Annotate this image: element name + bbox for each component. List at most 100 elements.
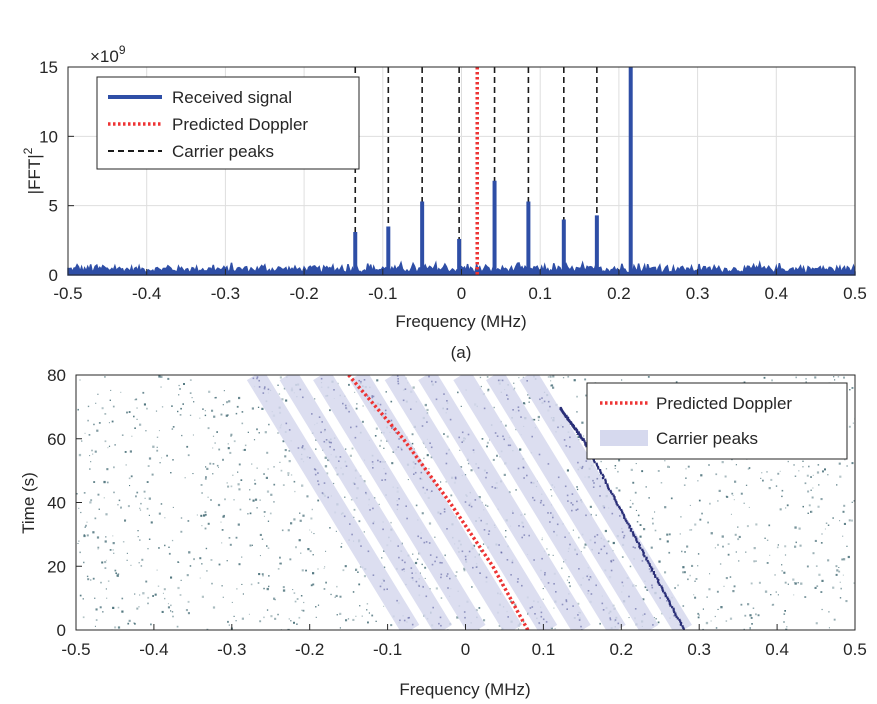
x-tick-label: 0 <box>461 640 470 659</box>
spectrogram-noise-pixel <box>748 467 751 469</box>
spectrogram-noise-pixel <box>282 589 286 592</box>
carrier-band-pixel <box>592 479 594 482</box>
spectrogram-noise-pixel <box>122 541 125 543</box>
spectrogram-noise-pixel <box>79 551 81 554</box>
carrier-band-pixel <box>256 377 258 380</box>
spectrogram-noise-pixel <box>839 520 841 522</box>
carrier-band-pixel <box>369 509 371 511</box>
carrier-band-pixel <box>384 409 387 412</box>
spectrogram-noise-pixel <box>746 525 749 528</box>
spectrogram-noise-pixel <box>238 488 241 491</box>
spectrogram-noise-pixel <box>96 536 100 539</box>
carrier-band-pixel <box>349 523 351 525</box>
carrier-band-pixel <box>541 397 543 399</box>
spectrogram-noise-pixel <box>820 498 823 501</box>
spectrogram-noise-pixel <box>383 605 385 607</box>
spectrogram-noise-pixel <box>706 596 708 598</box>
spectrogram-noise-pixel <box>411 442 414 445</box>
carrier-peak-band <box>418 375 591 630</box>
spectrogram-noise-pixel <box>238 563 241 566</box>
spectrogram-noise-pixel <box>133 415 135 418</box>
spectrogram-noise-pixel <box>225 414 228 417</box>
strong-carrier-track-pixel <box>641 548 644 551</box>
spectrogram-noise-pixel <box>849 389 851 391</box>
spectrogram-noise-pixel <box>200 484 203 486</box>
carrier-band-pixel <box>404 561 406 564</box>
spectrogram-noise-pixel <box>302 514 305 517</box>
spectrogram-noise-pixel <box>104 440 107 443</box>
spectrogram-noise-pixel <box>552 375 555 378</box>
spectrogram-noise-pixel <box>311 508 313 511</box>
spectrogram-noise-pixel <box>721 461 724 464</box>
carrier-band-pixel <box>494 432 497 434</box>
strong-carrier-track-pixel <box>629 529 632 532</box>
spectrogram-noise-pixel <box>217 503 221 507</box>
spectrogram-noise-pixel <box>848 425 851 428</box>
spectrogram-noise-pixel <box>568 581 570 584</box>
spectrogram-noise-pixel <box>717 500 719 502</box>
spectrogram-noise-pixel <box>816 471 820 474</box>
spectrogram-noise-pixel <box>256 507 258 509</box>
spectrogram-noise-pixel <box>834 379 836 381</box>
spectrogram-noise-pixel <box>695 578 698 580</box>
spectrogram-noise-pixel <box>282 440 285 443</box>
spectrogram-noise-pixel <box>326 472 329 475</box>
spectrogram-noise-pixel <box>833 618 836 621</box>
spectrogram-noise-pixel <box>152 595 154 597</box>
spectrogram-noise-pixel <box>105 513 108 516</box>
carrier-band-pixel <box>411 572 413 574</box>
spectrogram-noise-pixel <box>814 376 817 379</box>
spectrogram-noise-pixel <box>204 414 207 417</box>
carrier-band-pixel <box>463 611 466 613</box>
carrier-band-pixel <box>569 436 571 439</box>
spectrogram-noise-pixel <box>421 563 423 566</box>
spectrogram-noise-pixel <box>715 627 718 629</box>
spectrogram-noise-pixel <box>355 615 357 617</box>
y-tick-label: 60 <box>47 430 66 449</box>
carrier-band-pixel <box>491 486 494 488</box>
spectrogram-noise-pixel <box>212 473 214 475</box>
carrier-band-pixel <box>461 431 464 434</box>
spectrogram-noise-pixel <box>205 466 207 468</box>
spectrogram-noise-pixel <box>764 537 766 539</box>
spectrogram-noise-pixel <box>786 504 789 507</box>
spectrogram-noise-pixel <box>298 616 301 619</box>
spectrogram-noise-pixel <box>145 580 148 583</box>
spectrogram-noise-pixel <box>112 405 115 408</box>
carrier-band-pixel <box>390 419 393 422</box>
spectrogram-noise-pixel <box>207 522 210 525</box>
carrier-band-pixel <box>379 585 382 588</box>
carrier-band-pixel <box>549 405 551 408</box>
carrier-band-pixel <box>371 396 374 399</box>
spectrogram-noise-pixel <box>685 477 687 479</box>
carrier-band-pixel <box>501 379 504 382</box>
spectrogram-noise-pixel <box>839 581 841 583</box>
spectrogram-noise-pixel <box>339 627 341 629</box>
spectrogram-noise-pixel <box>251 463 253 465</box>
spectrogram-noise-pixel <box>411 433 414 436</box>
carrier-band-pixel <box>458 436 460 439</box>
spectrogram-noise-pixel <box>430 456 433 459</box>
carrier-band-pixel <box>386 588 388 590</box>
spectrogram-noise-pixel <box>567 375 570 378</box>
spectrogram-noise-pixel <box>391 462 394 465</box>
y-tick-label: 15 <box>39 58 58 77</box>
spectrogram-noise-pixel <box>273 597 276 600</box>
spectrogram-noise-pixel <box>710 620 712 622</box>
spectrogram-noise-pixel <box>113 466 115 469</box>
spectrogram-noise-pixel <box>584 543 587 546</box>
carrier-band-pixel <box>429 554 432 556</box>
spectrogram-noise-pixel <box>537 419 540 421</box>
spectrogram-noise-pixel <box>781 570 783 572</box>
spectrogram-noise-pixel <box>637 514 640 517</box>
spectrogram-noise-pixel <box>78 453 82 457</box>
carrier-band-pixel <box>566 608 568 610</box>
spectrogram-noise-pixel <box>366 603 369 605</box>
y-tick-label: 20 <box>47 557 66 576</box>
spectrogram-noise-pixel <box>124 520 126 522</box>
panel-b-x-axis-label: Frequency (MHz) <box>399 680 530 699</box>
spectrogram-noise-pixel <box>722 545 724 548</box>
strong-carrier-track-pixel <box>566 416 569 419</box>
spectrogram-noise-pixel <box>205 476 207 478</box>
spectrogram-noise-pixel <box>657 621 660 624</box>
